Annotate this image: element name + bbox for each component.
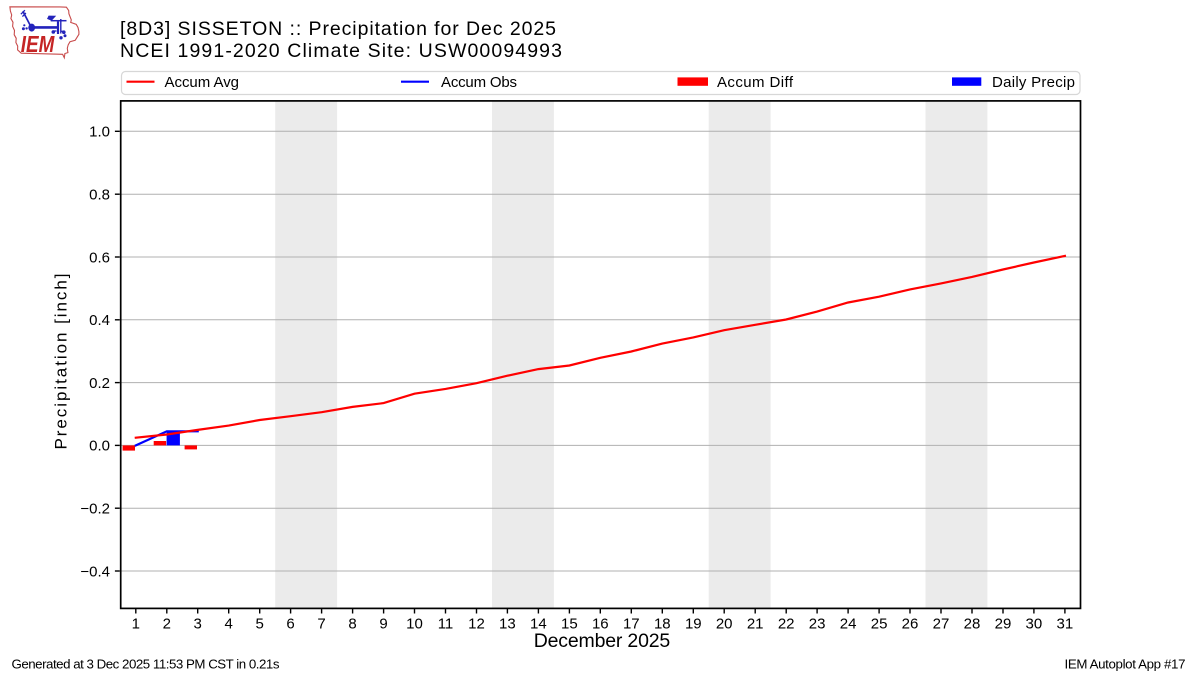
svg-text:Generated at 3 Dec 2025 11:53: Generated at 3 Dec 2025 11:53 PM CST in … bbox=[12, 657, 280, 672]
svg-text:NCEI 1991-2020 Climate Site: U: NCEI 1991-2020 Climate Site: USW00094993 bbox=[120, 40, 562, 62]
svg-text:6: 6 bbox=[286, 616, 294, 633]
svg-text:IEM Autoplot App #17: IEM Autoplot App #17 bbox=[1065, 657, 1186, 672]
svg-text:4: 4 bbox=[225, 616, 233, 633]
svg-text:15: 15 bbox=[561, 616, 578, 633]
svg-text:Daily Precip: Daily Precip bbox=[992, 74, 1075, 91]
svg-text:23: 23 bbox=[809, 616, 826, 633]
svg-text:24: 24 bbox=[840, 616, 857, 633]
svg-text:25: 25 bbox=[871, 616, 888, 633]
svg-text:3: 3 bbox=[194, 616, 202, 633]
svg-text:9: 9 bbox=[379, 616, 387, 633]
svg-text:1: 1 bbox=[132, 616, 140, 633]
svg-text:Accum Obs: Accum Obs bbox=[441, 74, 517, 91]
svg-text:Accum Avg: Accum Avg bbox=[165, 74, 240, 91]
svg-text:1.0: 1.0 bbox=[89, 124, 110, 141]
svg-text:10: 10 bbox=[406, 616, 423, 633]
svg-text:0.2: 0.2 bbox=[89, 375, 110, 392]
svg-text:28: 28 bbox=[964, 616, 981, 633]
svg-text:31: 31 bbox=[1057, 616, 1074, 633]
svg-text:30: 30 bbox=[1026, 616, 1043, 633]
svg-text:18: 18 bbox=[654, 616, 671, 633]
svg-text:8: 8 bbox=[348, 616, 356, 633]
svg-text:[8D3] SISSETON :: Precipitatio: [8D3] SISSETON :: Precipitation for Dec … bbox=[120, 18, 556, 40]
svg-text:13: 13 bbox=[499, 616, 516, 633]
svg-text:27: 27 bbox=[933, 616, 950, 633]
svg-text:20: 20 bbox=[716, 616, 733, 633]
svg-text:7: 7 bbox=[317, 616, 325, 633]
svg-text:19: 19 bbox=[685, 616, 702, 633]
svg-text:29: 29 bbox=[995, 616, 1012, 633]
svg-text:−0.4: −0.4 bbox=[80, 563, 110, 580]
svg-text:26: 26 bbox=[902, 616, 919, 633]
svg-text:Precipitation [inch]: Precipitation [inch] bbox=[52, 274, 71, 450]
svg-text:14: 14 bbox=[530, 616, 547, 633]
svg-text:17: 17 bbox=[623, 616, 640, 633]
svg-text:0.4: 0.4 bbox=[89, 312, 110, 329]
svg-text:16: 16 bbox=[592, 616, 609, 633]
svg-text:2: 2 bbox=[163, 616, 171, 633]
svg-text:12: 12 bbox=[468, 616, 485, 633]
svg-text:11: 11 bbox=[438, 616, 454, 633]
svg-text:0.8: 0.8 bbox=[89, 187, 110, 204]
svg-text:December 2025: December 2025 bbox=[534, 630, 671, 652]
svg-text:22: 22 bbox=[778, 616, 795, 633]
svg-text:Accum Diff: Accum Diff bbox=[717, 74, 794, 91]
svg-text:−0.2: −0.2 bbox=[80, 501, 110, 518]
svg-text:0.0: 0.0 bbox=[89, 438, 110, 455]
svg-text:0.6: 0.6 bbox=[89, 249, 110, 266]
svg-text:5: 5 bbox=[256, 616, 264, 633]
svg-text:IEM: IEM bbox=[21, 32, 55, 57]
svg-text:21: 21 bbox=[747, 616, 764, 633]
